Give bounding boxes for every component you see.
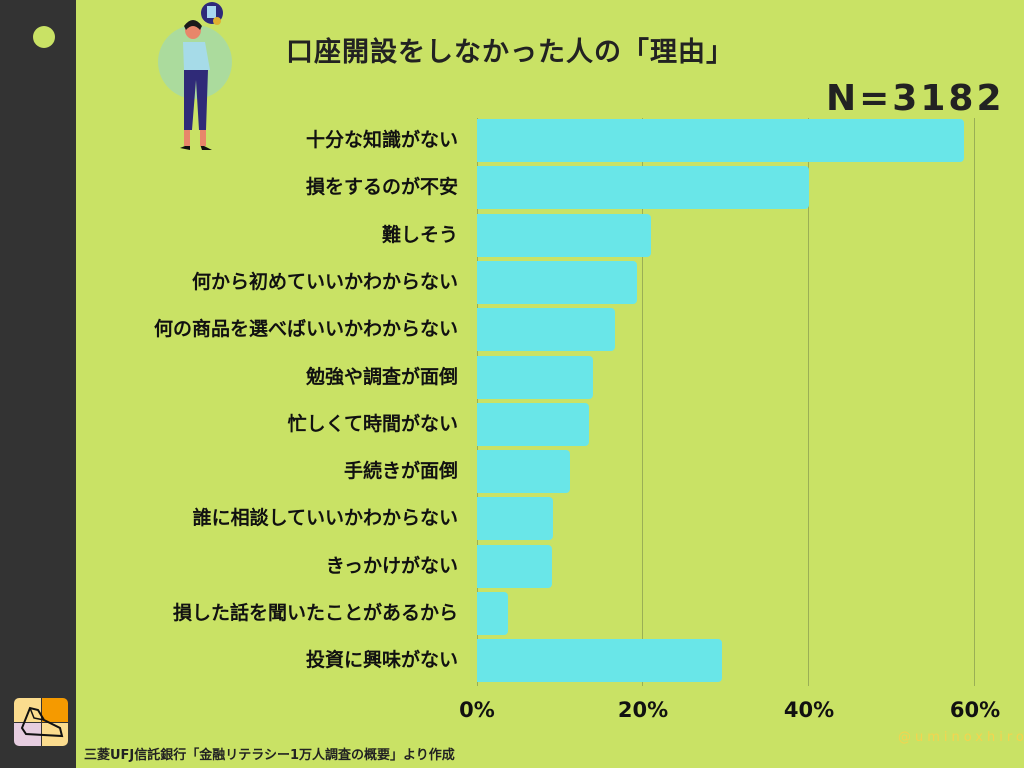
bar [477, 355, 593, 399]
category-label: 忙しくて時間がない [287, 412, 458, 435]
source-note: 三菱UFJ信託銀行「金融リテラシー1万人調査の概要」より作成 [84, 748, 455, 763]
category-label: 損をするのが不安 [305, 176, 458, 199]
gridline-20 [642, 118, 643, 686]
bar [477, 592, 508, 635]
bar [477, 497, 554, 541]
bar [477, 308, 616, 352]
category-label: 何の商品を選べばいいかわからない [153, 318, 458, 341]
gridline-40 [808, 118, 809, 686]
watermark: @uminoxhiro [898, 730, 1024, 745]
bar [477, 213, 651, 257]
x-tick-0: 0% [459, 698, 495, 722]
category-label: 投資に興味がない [305, 649, 458, 672]
category-label: 誰に相談していいかわからない [192, 507, 458, 530]
bar-chart-plot [477, 118, 975, 686]
category-label: 難しそう [381, 223, 458, 246]
bar [477, 402, 589, 446]
category-label: 手続きが面倒 [343, 460, 458, 483]
x-tick-60: 60% [949, 698, 1001, 722]
bar [477, 450, 570, 494]
category-label: 勉強や調査が面倒 [305, 365, 458, 388]
bar [477, 166, 810, 210]
gridline-60 [974, 118, 975, 686]
category-label: きっかけがない [325, 554, 458, 577]
sneaker-logo-icon [14, 698, 68, 746]
x-tick-20: 20% [617, 698, 669, 722]
bar [477, 639, 723, 683]
chart-title: 口座開設をしなかった人の「理由」 [286, 37, 734, 68]
sample-size: N=3182 [826, 78, 1005, 119]
sidebar [0, 0, 76, 768]
bar [477, 119, 965, 162]
category-label: 損した話を聞いたことがあるから [172, 602, 458, 624]
category-label: 十分な知識がない [305, 129, 458, 151]
bar [477, 544, 553, 588]
bar [477, 260, 637, 304]
gridline-0 [477, 118, 478, 686]
x-tick-40: 40% [783, 698, 835, 722]
thinking-woman-illustration [150, 0, 250, 160]
circle-decoration [33, 26, 55, 48]
category-label: 何から初めていいかわからない [191, 270, 458, 293]
